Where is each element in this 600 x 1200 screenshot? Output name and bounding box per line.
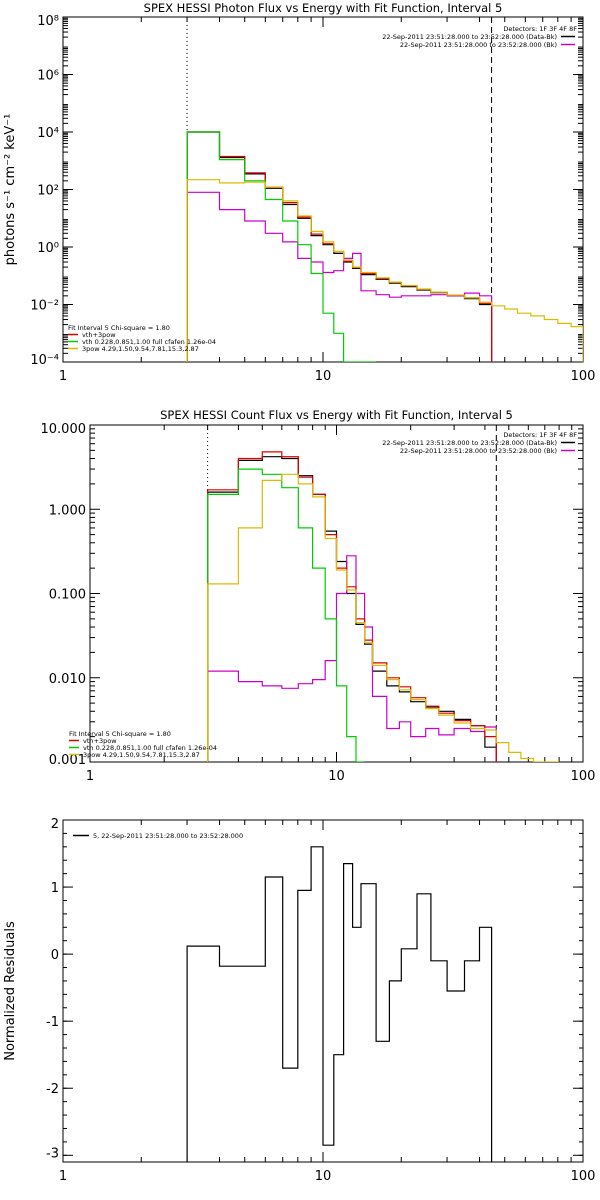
series-4-histogram [207,473,560,762]
y-tick-label: 10⁻⁴ [30,353,59,368]
fit-legend-item: 3pow 4.29,1.50,9.54,7.81,15.3,2.87 [83,751,200,759]
fit-legend-item: vth 0.228,0.851,1.00 full cfafen 1.26e-0… [82,338,216,346]
y-tick-label: 10² [37,184,59,199]
series-3-histogram [207,468,365,762]
y-tick-label: 10⁸ [37,14,59,29]
detectors-label: Detectors: 1F 3F 4F 8F [503,431,577,439]
residual-legend-label: 5, 22-Sep-2011 23:51:28.000 to 23:52:28.… [93,832,243,840]
y-tick-label: 10⁰ [37,241,59,256]
panel-residuals: Normalized Residuals 1 10 100 -3 -2 -1 0 1 2 5, 22… [3,817,595,1184]
series-1-histogram [186,191,493,362]
detectors-label: Detectors: 1F 3F 4F 8F [503,25,577,33]
fit-legend-item: vth+3pow [82,331,116,339]
time-interval-label: 22-Sep-2011 23:51:28.000 to 23:52:28.000… [400,447,557,455]
x-tick-label: 1 [59,369,67,384]
time-interval-label: 22-Sep-2011 23:51:28.000 to 23:52:28.000… [382,33,557,41]
y-axis-label: Normalized Residuals [3,921,18,1061]
series-2-histogram [186,131,493,362]
y-tick-label: 10⁶ [37,69,59,84]
y-tick-label: 10⁴ [37,126,59,141]
fit-legend-header: Fit Interval 5 Chi-square = 1.80 [69,730,171,738]
y-tick-label: 0 [51,948,59,963]
y-tick-label: 1.000 [49,503,86,518]
chart-title: SPEX HESSI Photon Flux vs Energy with Fi… [144,1,503,15]
fit-legend-header: Fit Interval 5 Chi-square = 1.80 [68,324,170,332]
panel-count: SPEX HESSI Count Flux vs Energy with Fit… [41,408,596,784]
x-tick-label: 100 [571,369,596,384]
y-tick-label: 0.001 [49,753,86,768]
x-tick-label: 100 [571,769,596,784]
y-tick-label: 10⁻² [30,299,59,314]
y-tick-label: -1 [46,1015,59,1030]
y-tick-label: 0.010 [49,672,86,687]
y-tick-label: -2 [46,1082,59,1097]
x-tick-label: 10 [315,369,332,384]
x-tick-label: 100 [571,1169,596,1184]
y-tick-label: 2 [51,817,59,832]
series-3-histogram [186,131,377,362]
panel-photon: SPEX HESSI Photon Flux vs Energy with Fi… [3,1,595,384]
chart-title: SPEX HESSI Count Flux vs Energy with Fit… [160,408,513,422]
series-1-histogram [207,555,497,762]
y-axis-label: photons s⁻¹ cm⁻² keV⁻¹ [3,114,18,266]
fit-legend-item: vth 0.228,0.851,1.00 full cfafen 1.26e-0… [83,744,217,752]
x-tick-label: 10 [328,769,345,784]
series-0-histogram [207,456,497,762]
y-tick-label: -3 [46,1146,59,1161]
series-4-histogram [186,179,583,362]
x-tick-label: 1 [86,769,94,784]
time-interval-label: 22-Sep-2011 23:51:28.000 to 23:52:28.000… [400,41,557,49]
y-tick-label: 1 [51,881,59,896]
series-0-histogram [186,131,493,362]
fit-legend-item: vth+3pow [83,737,117,745]
series-0-histogram [186,846,493,1162]
x-tick-label: 10 [315,1169,332,1184]
fit-legend-item: 3pow 4.29,1.50,9.54,7.81,15.3,2.87 [82,345,199,353]
y-tick-label: 0.100 [49,588,86,603]
time-interval-label: 22-Sep-2011 23:51:28.000 to 23:52:28.000… [382,439,557,447]
y-tick-label: 10.000 [41,422,87,437]
x-tick-label: 1 [59,1169,67,1184]
